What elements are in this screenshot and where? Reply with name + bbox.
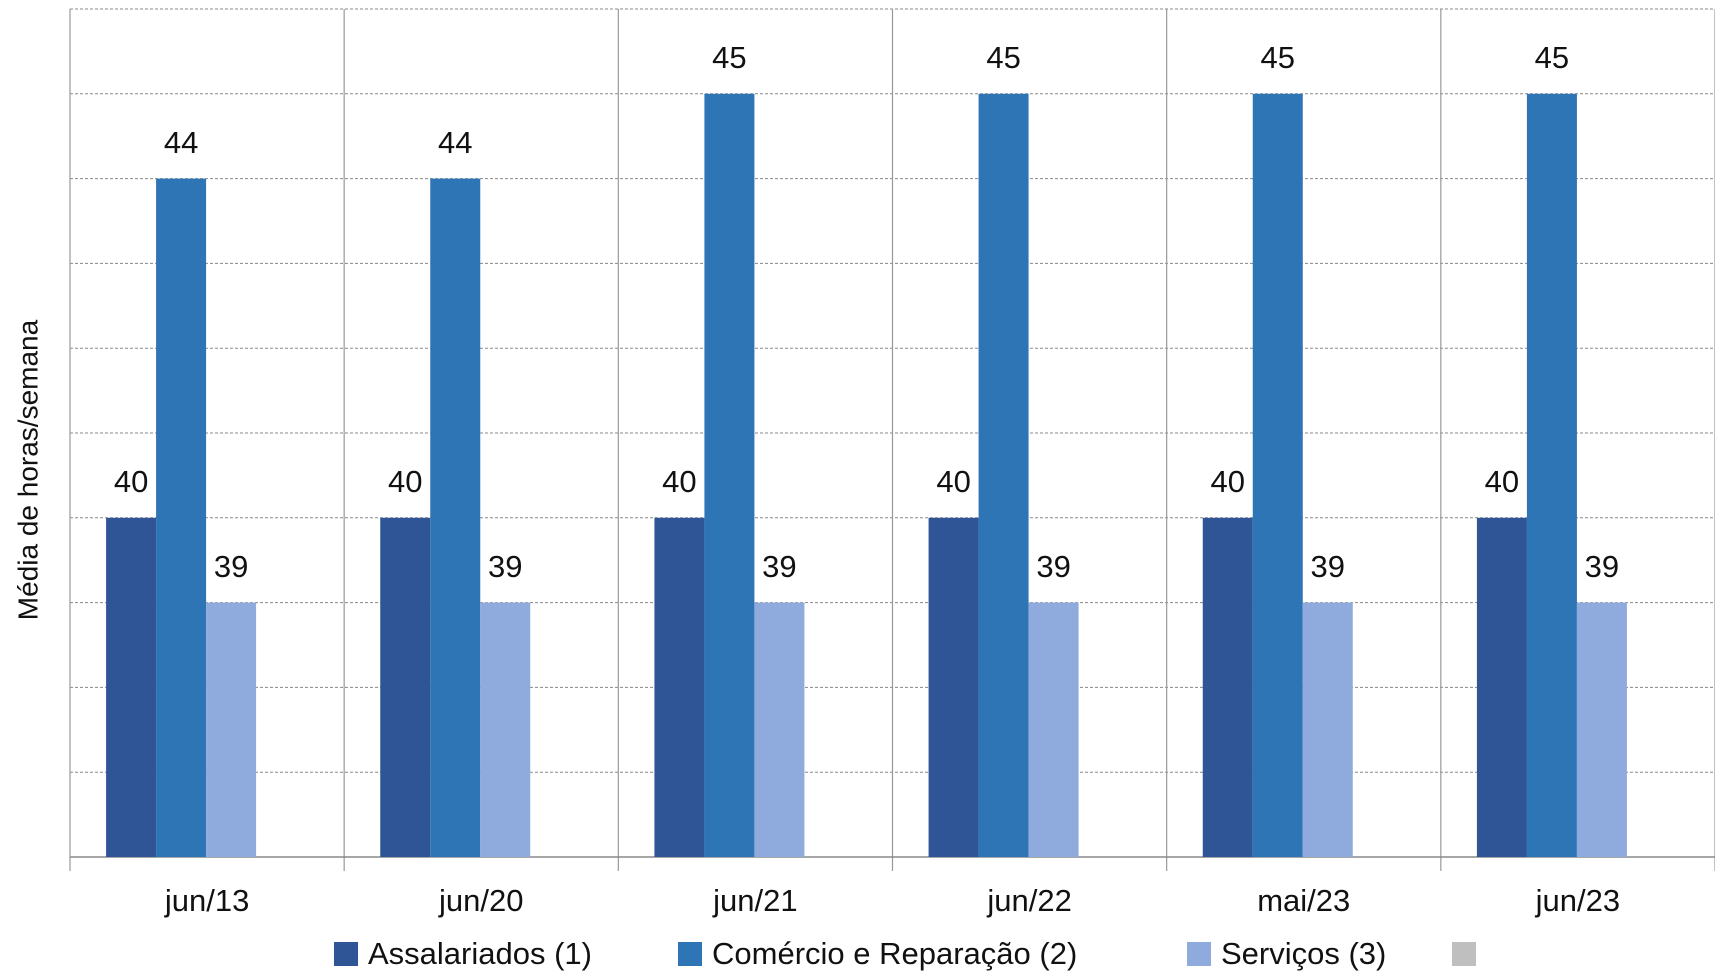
data-label: 40 <box>388 464 422 499</box>
bar <box>106 517 157 857</box>
bar <box>1576 602 1627 857</box>
data-label: 40 <box>1485 464 1519 499</box>
legend-label: Serviços (3) <box>1221 936 1386 971</box>
x-tick-label: jun/20 <box>438 883 523 918</box>
data-label: 39 <box>1036 549 1070 584</box>
data-label: 39 <box>1585 549 1619 584</box>
data-label: 45 <box>712 40 746 75</box>
bar <box>1476 517 1527 857</box>
bar <box>1302 602 1353 857</box>
bar <box>754 602 805 857</box>
bar <box>928 517 979 857</box>
bar <box>704 93 755 858</box>
data-label: 39 <box>488 549 522 584</box>
x-tick-label: mai/23 <box>1257 883 1350 918</box>
bar <box>1252 93 1303 858</box>
data-label: 39 <box>762 549 796 584</box>
data-label: 39 <box>214 549 248 584</box>
bar <box>1202 517 1253 857</box>
legend-swatch <box>334 942 358 966</box>
data-label: 40 <box>662 464 696 499</box>
legend-swatch <box>1452 942 1476 966</box>
bar <box>380 517 431 857</box>
data-label: 40 <box>114 464 148 499</box>
bar <box>1526 93 1577 858</box>
bar <box>156 178 207 858</box>
bar <box>654 517 705 857</box>
x-tick-label: jun/13 <box>164 883 249 918</box>
bar <box>1028 602 1079 857</box>
bar <box>978 93 1029 858</box>
x-tick-label: jun/22 <box>986 883 1071 918</box>
legend-label: Comércio e Reparação (2) <box>712 936 1077 971</box>
data-label: 39 <box>1311 549 1345 584</box>
data-label: 45 <box>986 40 1020 75</box>
bar <box>206 602 257 857</box>
bar <box>430 178 481 858</box>
bar <box>480 602 531 857</box>
data-label: 44 <box>164 125 198 160</box>
data-label: 45 <box>1535 40 1569 75</box>
legend-swatch <box>1187 942 1211 966</box>
data-label: 44 <box>438 125 472 160</box>
data-label: 40 <box>936 464 970 499</box>
x-tick-label: jun/23 <box>1535 883 1620 918</box>
data-label: 40 <box>1211 464 1245 499</box>
x-tick-label: jun/21 <box>712 883 797 918</box>
legend-swatch <box>678 942 702 966</box>
data-label: 45 <box>1261 40 1295 75</box>
legend-label: Assalariados (1) <box>368 936 592 971</box>
y-axis-label: Média de horas/semana <box>12 319 43 620</box>
